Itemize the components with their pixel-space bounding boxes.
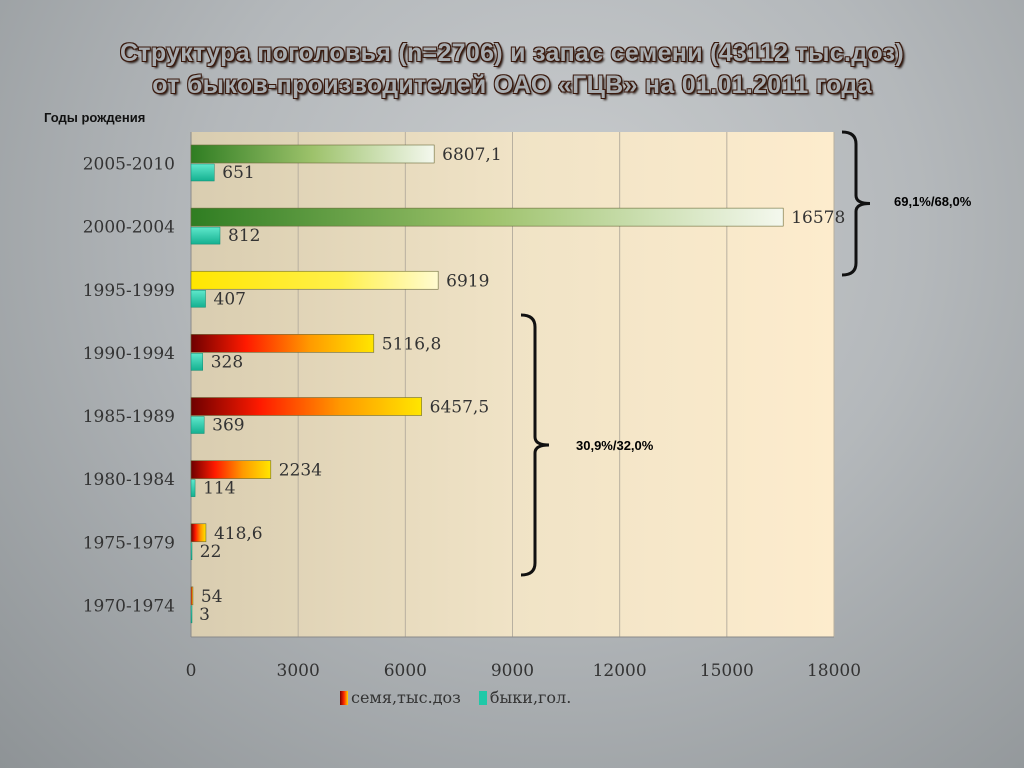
category-label: 1975-1979	[83, 533, 175, 553]
category-label: 1980-1984	[83, 470, 175, 490]
bar-bulls	[190, 542, 193, 560]
data-label-bulls: 328	[211, 352, 243, 372]
data-label-semen: 6807,1	[442, 145, 501, 165]
brackets	[520, 130, 871, 577]
chart-title-line1: Структура поголовья (n=2706) и запас сем…	[119, 39, 905, 67]
data-label-bulls: 407	[214, 289, 246, 309]
x-tick-label: 3000	[277, 661, 320, 681]
bar-bulls	[190, 353, 203, 371]
data-label-bulls: 3	[199, 605, 210, 625]
bar-semen	[190, 460, 272, 479]
bar-semen	[190, 207, 784, 227]
bars	[190, 144, 784, 624]
bar-semen	[190, 270, 439, 290]
bracket	[520, 313, 550, 577]
legend: семя,тыс.доз быки,гол.	[340, 688, 571, 707]
category-label: 1970-1974	[83, 596, 175, 616]
y-axis-title: Годы рождения	[44, 110, 146, 125]
bracket-label-bottom: 30,9%/32,0%	[576, 438, 654, 453]
x-tick-label: 12000	[593, 661, 647, 681]
data-label-semen: 54	[201, 587, 223, 607]
legend-swatch-bulls	[478, 690, 487, 705]
data-label-bulls: 22	[200, 542, 222, 562]
category-label: 1985-1989	[83, 407, 175, 427]
category-label: 1995-1999	[83, 281, 175, 301]
data-label-semen: 5116,8	[382, 334, 441, 354]
data-label-bulls: 812	[228, 226, 260, 246]
legend-label-semen: семя,тыс.доз	[351, 688, 461, 707]
category-label: 1990-1994	[83, 344, 175, 364]
bar-bulls	[190, 163, 215, 182]
bar-semen	[190, 334, 375, 353]
bar-bulls	[190, 605, 193, 624]
category-label: 2000-2004	[83, 218, 175, 238]
x-tick-label: 18000	[807, 661, 861, 681]
data-label-bulls: 114	[203, 479, 235, 499]
bar-semen	[190, 523, 207, 543]
legend-label-bulls: быки,гол.	[489, 688, 572, 707]
legend-swatch-semen	[340, 690, 348, 705]
data-label-semen: 418,6	[214, 524, 263, 544]
bracket	[841, 130, 871, 277]
category-label: 2005-2010	[83, 155, 175, 175]
labels: 0 3000 6000 9000 12000 15000 18000 2005-2010 680…	[83, 145, 861, 681]
data-label-semen: 6919	[446, 271, 489, 291]
x-tick-label: 0	[186, 661, 197, 681]
x-tick-label: 6000	[384, 661, 427, 681]
bar-semen	[190, 586, 194, 606]
bar-bulls	[190, 226, 221, 245]
bar-bulls	[190, 416, 205, 434]
bar-semen	[190, 144, 435, 164]
bracket-label-top: 69,1%/68,0%	[894, 194, 972, 209]
x-tick-label: 9000	[491, 661, 534, 681]
data-label-semen: 2234	[279, 461, 322, 481]
data-label-bulls: 651	[222, 163, 254, 183]
bar-bulls	[190, 290, 206, 308]
data-label-bulls: 369	[212, 416, 244, 436]
data-label-semen: 16578	[791, 208, 845, 228]
x-tick-label: 15000	[700, 661, 754, 681]
data-label-semen: 6457,5	[430, 398, 489, 418]
bar-bulls	[190, 479, 196, 497]
chart-title-line2: от быков-производителей ОАО «ГЦВ» на 01.…	[152, 71, 872, 99]
bar-semen	[190, 397, 422, 416]
